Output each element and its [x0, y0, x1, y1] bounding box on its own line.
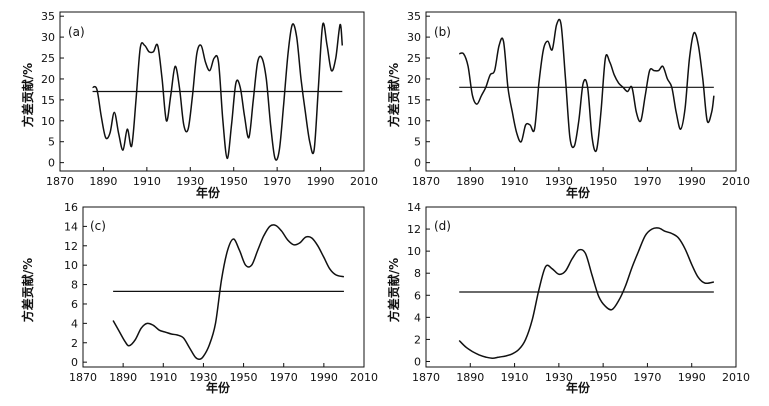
x-tick-label: 1930: [545, 175, 573, 188]
y-tick-label: 20: [407, 73, 421, 86]
x-tick-label: 1930: [545, 371, 573, 384]
y-tick-label: 4: [414, 311, 421, 324]
x-tick-label: 2010: [722, 371, 750, 384]
x-tick-label: 1930: [176, 175, 204, 188]
x-tick-label: 1970: [270, 371, 298, 384]
x-tick-label: 1970: [263, 175, 291, 188]
x-tick-label: 2010: [722, 175, 750, 188]
y-tick-label: 14: [64, 220, 78, 233]
plot-frame: [425, 206, 737, 368]
plot-frame: [59, 11, 365, 172]
panel-b: (b) 年份 方差贡献/% 1870 1890 1910 1930 1950 1970 19…: [386, 10, 750, 200]
x-tick-label: 1870: [69, 371, 97, 384]
x-tick-label: 1990: [678, 175, 706, 188]
x-axis-title: 年份: [566, 380, 591, 395]
x-tick-label: 1890: [109, 371, 137, 384]
y-axis-title: 方差贡献/%: [386, 63, 401, 127]
series-line: [458, 227, 715, 359]
y-tick-label: 0: [414, 355, 421, 368]
y-tick-label: 16: [64, 201, 78, 214]
x-tick-label: 1950: [589, 175, 617, 188]
x-tick-label: 1890: [89, 175, 117, 188]
y-tick-label: 12: [64, 240, 78, 253]
series-line: [112, 224, 345, 361]
y-tick-label: 10: [41, 115, 55, 128]
y-tick-label: 0: [48, 157, 55, 170]
plot-frame: [425, 11, 737, 172]
y-tick-label: 12: [407, 223, 421, 236]
x-tick-label: 1990: [307, 175, 335, 188]
panel-label: (a): [68, 25, 85, 39]
y-tick-label: 25: [41, 52, 55, 65]
x-tick-label: 1930: [189, 371, 217, 384]
y-tick-label: 2: [71, 337, 78, 350]
series-line: [459, 18, 715, 153]
x-tick-label: 1910: [149, 371, 177, 384]
y-tick-label: 25: [407, 52, 421, 65]
x-tick-label: 1970: [633, 175, 661, 188]
x-tick-label: 2010: [350, 175, 378, 188]
y-tick-label: 4: [71, 317, 78, 330]
panel-c: (c) 年份 方差贡献/% 1870 1890 1910 1930 1950 1970 19…: [20, 201, 378, 395]
x-tick-label: 1890: [456, 371, 484, 384]
y-tick-label: 15: [407, 94, 421, 107]
x-tick-label: 1870: [412, 175, 440, 188]
x-tick-label: 1950: [589, 371, 617, 384]
x-axis-title: 年份: [206, 380, 231, 395]
y-tick-label: 10: [64, 259, 78, 272]
y-tick-label: 10: [407, 115, 421, 128]
x-tick-label: 1910: [501, 175, 529, 188]
y-axis-title: 方差贡献/%: [386, 258, 401, 322]
x-tick-label: 1890: [456, 175, 484, 188]
panel-a: (a) 年份 方差贡献/% 1870 1890 1910 1930 1950 1970 19…: [20, 10, 378, 200]
y-tick-label: 0: [71, 356, 78, 369]
x-axis-title: 年份: [566, 185, 591, 200]
y-tick-label: 5: [414, 136, 421, 149]
panel-label: (b): [434, 25, 451, 39]
y-tick-label: 8: [71, 279, 78, 292]
y-axis-title: 方差贡献/%: [20, 258, 35, 322]
y-tick-label: 0: [414, 157, 421, 170]
x-tick-label: 1870: [412, 371, 440, 384]
y-axis-title: 方差贡献/%: [20, 63, 35, 127]
x-tick-label: 1950: [230, 371, 258, 384]
y-tick-label: 10: [407, 245, 421, 258]
y-tick-label: 30: [41, 31, 55, 44]
x-tick-label: 2010: [350, 371, 378, 384]
y-tick-label: 6: [414, 289, 421, 302]
y-tick-label: 6: [71, 298, 78, 311]
x-tick-label: 1870: [46, 175, 74, 188]
y-tick-label: 35: [407, 10, 421, 23]
y-tick-label: 2: [414, 333, 421, 346]
y-tick-label: 20: [41, 73, 55, 86]
x-tick-label: 1990: [310, 371, 338, 384]
panel-d: (d) 年份 方差贡献/% 1870 1890 1910 1930 1950 1970 19…: [386, 201, 750, 395]
y-tick-label: 8: [414, 267, 421, 280]
x-tick-label: 1910: [133, 175, 161, 188]
x-axis-title: 年份: [196, 185, 221, 200]
y-tick-label: 35: [41, 10, 55, 23]
y-tick-label: 14: [407, 201, 421, 214]
y-tick-label: 15: [41, 94, 55, 107]
y-tick-label: 30: [407, 31, 421, 44]
x-tick-label: 1950: [220, 175, 248, 188]
x-tick-label: 1970: [633, 371, 661, 384]
panel-label: (c): [90, 219, 106, 233]
y-tick-label: 5: [48, 136, 55, 149]
x-tick-label: 1990: [678, 371, 706, 384]
plot-frame: [82, 206, 365, 368]
panel-label: (d): [434, 219, 451, 233]
series-line: [92, 22, 344, 161]
x-tick-label: 1910: [501, 371, 529, 384]
